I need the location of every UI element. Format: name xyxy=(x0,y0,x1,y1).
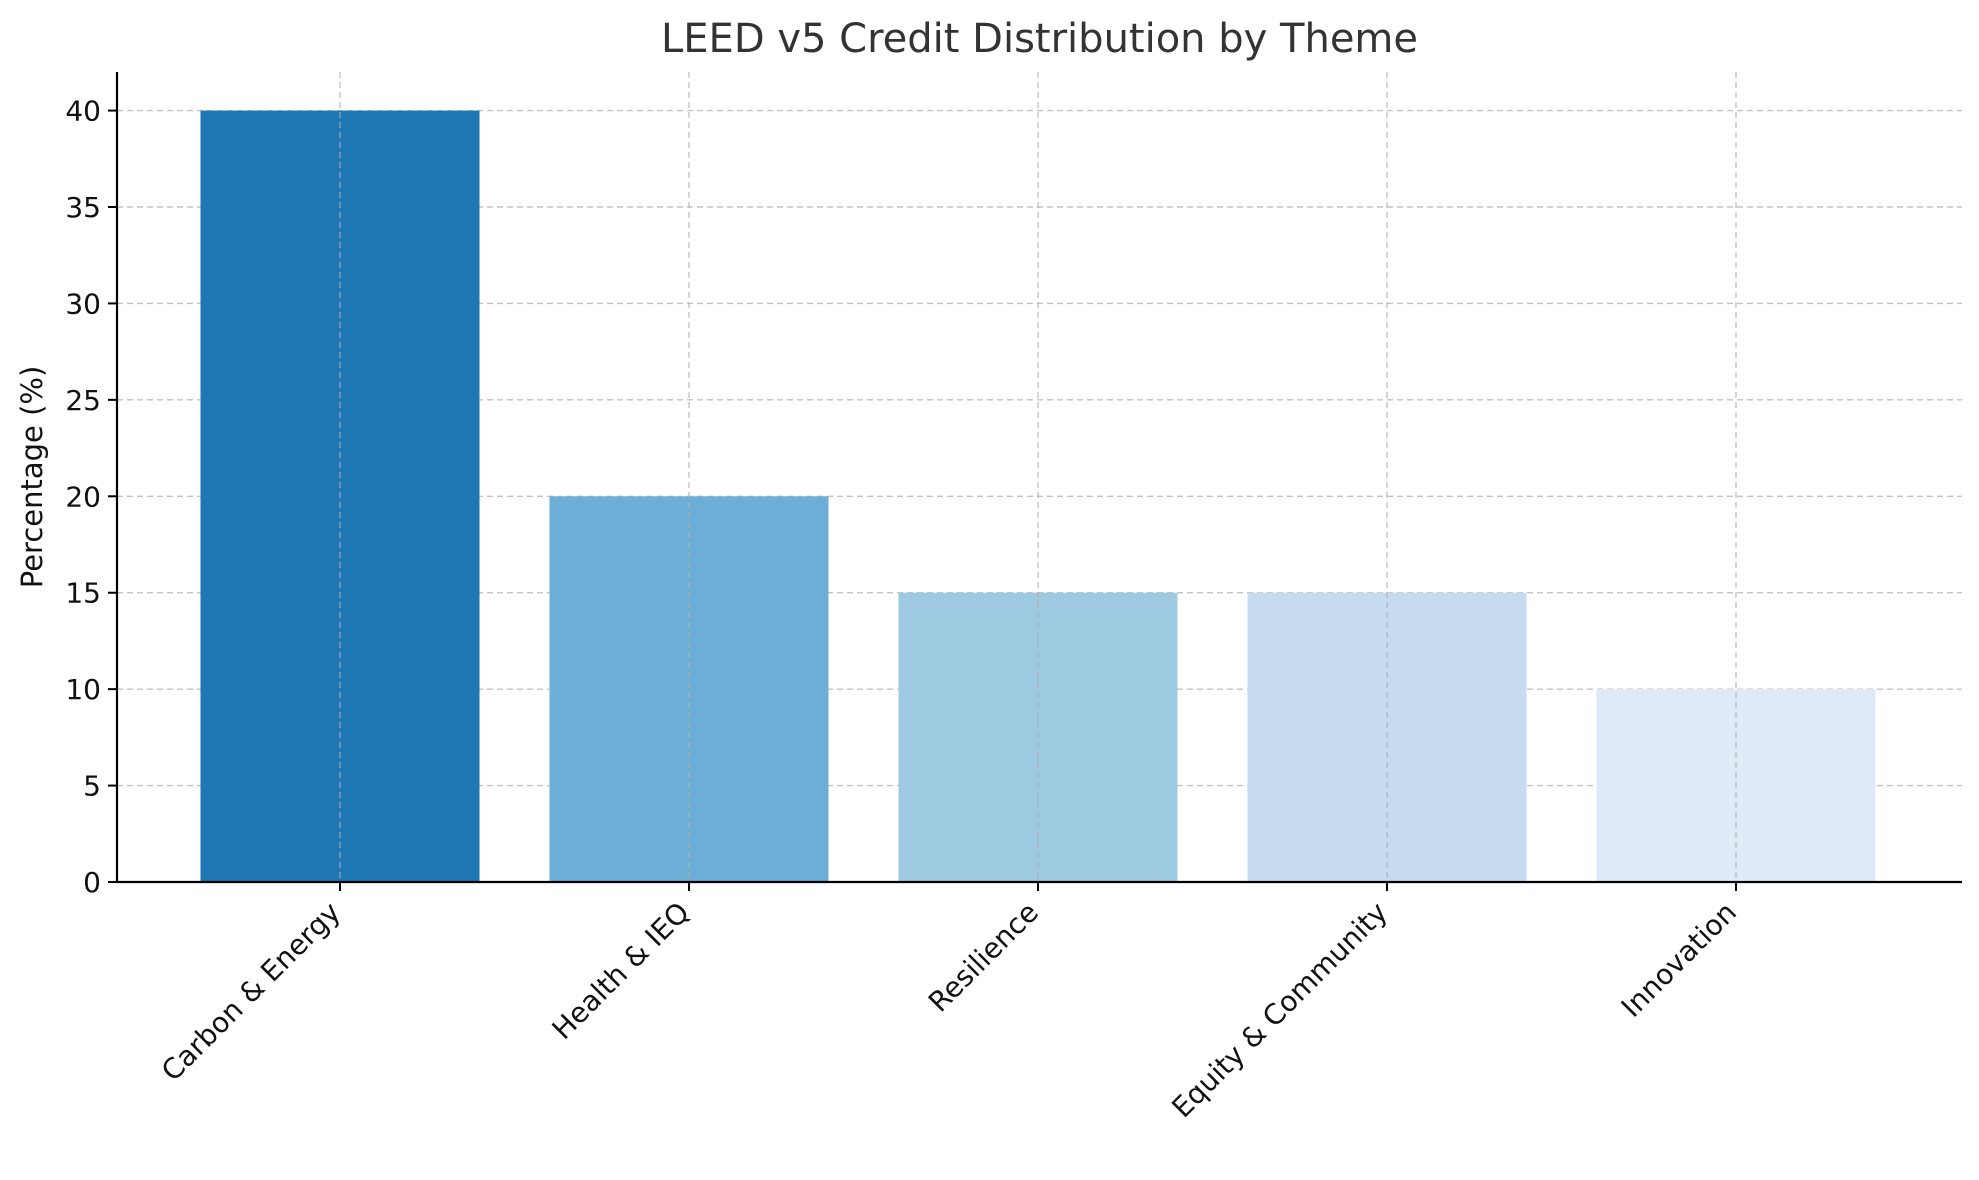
y-axis-label: Percentage (%) xyxy=(15,366,49,589)
chart-title: LEED v5 Credit Distribution by Theme xyxy=(661,16,1418,62)
x-tick-label: Resilience xyxy=(922,896,1045,1019)
x-tick-label: Innovation xyxy=(1615,896,1743,1024)
y-tick-label: 35 xyxy=(65,191,101,224)
x-tick-label: Equity & Community xyxy=(1165,896,1394,1125)
y-tick-label: 30 xyxy=(65,287,101,320)
y-tick-layer: 0 5 10 15 20 25 30 35 40 xyxy=(65,95,117,899)
y-tick-label: 5 xyxy=(83,770,101,803)
x-tick-label: Health & IEQ xyxy=(546,896,696,1046)
y-tick-label: 40 xyxy=(65,95,101,128)
y-tick-label: 25 xyxy=(65,384,101,417)
y-tick-label: 10 xyxy=(65,673,101,706)
x-tick-label: Carbon & Energy xyxy=(155,896,347,1088)
y-tick-label: 15 xyxy=(65,577,101,610)
y-tick-label: 0 xyxy=(83,866,101,899)
vertical-grid-layer xyxy=(339,72,1737,882)
x-tick-layer: Carbon & Energy Health & IEQ Resilience Equ… xyxy=(155,882,1743,1124)
y-tick-label: 20 xyxy=(65,480,101,513)
